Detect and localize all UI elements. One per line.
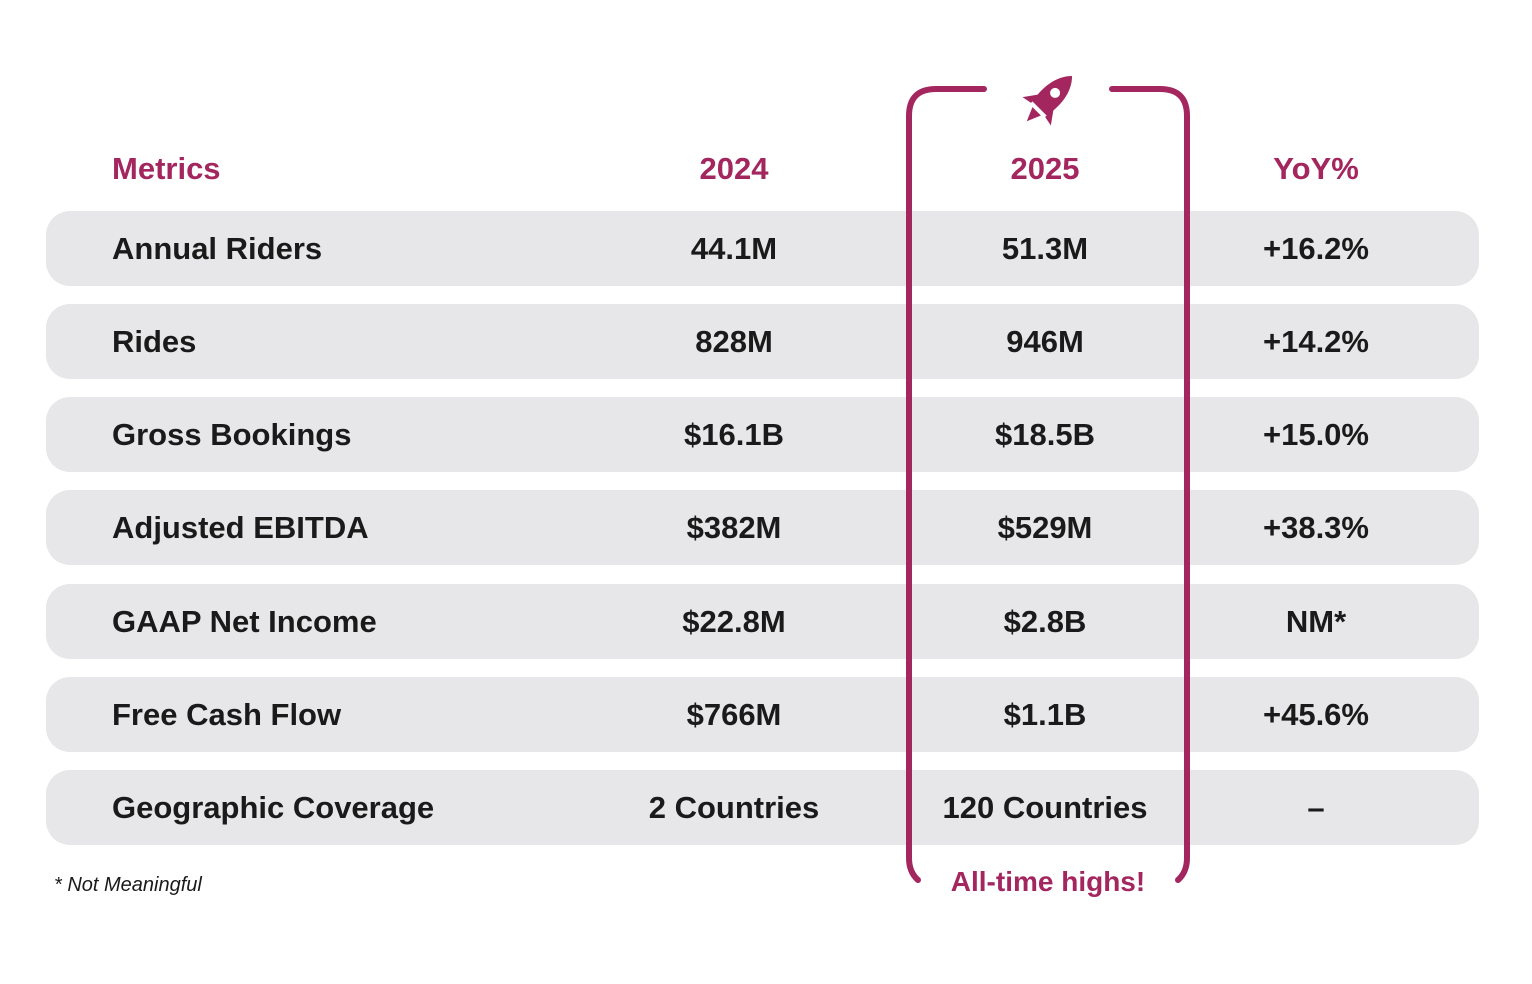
value-2024: 828M	[695, 324, 773, 359]
table-row: Adjusted EBITDA $382M $529M +38.3%	[46, 490, 1479, 565]
value-2024: $22.8M	[682, 604, 786, 639]
highlight-bracket-right	[1109, 86, 1190, 883]
highlight-bracket-left	[906, 86, 987, 883]
metric-name: Gross Bookings	[112, 417, 352, 452]
value-2024: $766M	[686, 697, 782, 732]
value-yoy: –	[1307, 790, 1325, 825]
metric-name: Geographic Coverage	[112, 790, 435, 825]
header-metrics: Metrics	[112, 151, 221, 186]
value-yoy: NM*	[1285, 604, 1347, 639]
metric-name: Free Cash Flow	[112, 697, 342, 732]
table-row: Annual Riders 44.1M 51.3M +16.2%	[46, 211, 1479, 286]
table-row: Free Cash Flow $766M $1.1B +45.6%	[46, 677, 1479, 752]
value-yoy: +45.6%	[1262, 697, 1369, 732]
value-2024: $16.1B	[684, 417, 784, 452]
header-2024: 2024	[699, 151, 769, 186]
header-yoy: YoY%	[1273, 151, 1359, 186]
table-row: Rides 828M 946M +14.2%	[46, 304, 1479, 379]
footnote: * Not Meaningful	[54, 874, 202, 896]
value-2024: 44.1M	[690, 231, 778, 266]
value-2025: $529M	[997, 510, 1093, 545]
value-2025: $1.1B	[1003, 697, 1087, 732]
value-2024: 2 Countries	[648, 790, 820, 825]
value-yoy: +38.3%	[1262, 510, 1369, 545]
rocket-icon	[1022, 75, 1073, 126]
value-2025: 946M	[1006, 324, 1084, 359]
metric-name: GAAP Net Income	[112, 604, 377, 639]
value-yoy: +15.0%	[1262, 417, 1369, 452]
value-2025: $18.5B	[995, 417, 1095, 452]
table-row: Geographic Coverage 2 Countries 120 Coun…	[46, 770, 1479, 845]
metric-name: Annual Riders	[112, 231, 323, 266]
metric-name: Rides	[112, 324, 197, 359]
header-2025: 2025	[1010, 151, 1080, 186]
value-yoy: +14.2%	[1262, 324, 1369, 359]
metric-name: Adjusted EBITDA	[112, 510, 369, 545]
value-2024: $382M	[686, 510, 782, 545]
value-2025: 120 Countries	[942, 790, 1148, 825]
value-2025: $2.8B	[1003, 604, 1087, 639]
value-2025: 51.3M	[1001, 231, 1089, 266]
table-row: GAAP Net Income $22.8M $2.8B NM*	[46, 584, 1479, 659]
value-yoy: +16.2%	[1262, 231, 1369, 266]
table-row: Gross Bookings $16.1B $18.5B +15.0%	[46, 397, 1479, 472]
all-time-highs-label: All-time highs!	[950, 866, 1146, 897]
